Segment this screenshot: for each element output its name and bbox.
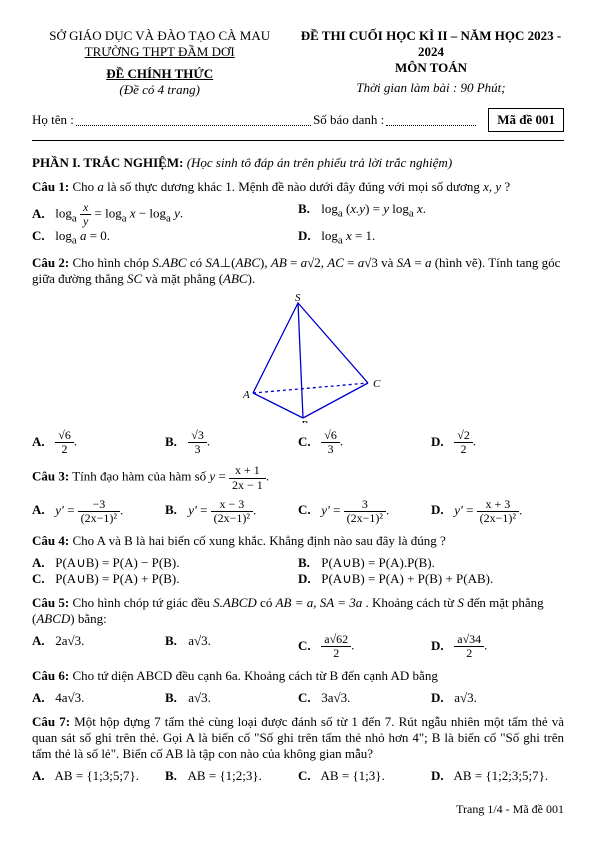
id-label: Số báo danh :	[313, 112, 384, 128]
q5-t2: có	[260, 595, 276, 610]
q7-label: Câu 7:	[32, 714, 70, 729]
q1-t2: là số thực dương khác 1. Mệnh đề nào dướ…	[107, 179, 483, 194]
part1-note: (Học sinh tô đáp án trên phiếu trả lời t…	[187, 155, 452, 170]
header: SỞ GIÁO DỤC VÀ ĐÀO TẠO CÀ MAU TRƯỜNG THP…	[32, 28, 564, 98]
q4-label: Câu 4:	[32, 533, 69, 548]
question-5: Câu 5: Cho hình chóp tứ giác đều S.ABCD …	[32, 595, 564, 627]
q7-A: AB = {1;3;5;7}.	[55, 768, 139, 783]
q7-D: AB = {1;2;3;5;7}.	[454, 768, 549, 783]
separator	[32, 140, 564, 141]
q6-C: 3a√3.	[321, 690, 350, 705]
q5-t1: Cho hình chóp tứ giác đều	[72, 595, 213, 610]
q2-t1: Cho hình chóp	[72, 255, 152, 270]
q3-label: Câu 3:	[32, 469, 69, 484]
q2-t2: có	[190, 255, 206, 270]
question-1: Câu 1: Cho a là số thực dương khác 1. Mệ…	[32, 179, 564, 195]
q6-D: a√3.	[454, 690, 477, 705]
svg-text:B: B	[301, 419, 308, 423]
subject: MÔN TOÁN	[298, 60, 564, 76]
school: TRƯỜNG THPT ĐẦM DƠI	[32, 44, 287, 60]
q5-t4: đến mặt phẳng	[467, 595, 544, 610]
q5-t5: bằng:	[75, 611, 107, 626]
part1-label: PHẦN I. TRẮC NGHIỆM:	[32, 155, 183, 170]
name-field	[76, 115, 311, 126]
question-7: Câu 7: Một hộp đựng 7 tấm thẻ cùng loại …	[32, 714, 564, 762]
question-6: Câu 6: Cho tứ diện ABCD đều cạnh 6a. Kho…	[32, 668, 564, 684]
q7-B: AB = {1;2;3}.	[188, 768, 262, 783]
q5-B: a√3.	[188, 633, 211, 648]
q4-A: P(A∪B) = P(A) − P(B).	[55, 555, 179, 570]
question-2: Câu 2: Cho hình chóp S.ABC có SA⊥(ABC), …	[32, 255, 564, 287]
q5-label: Câu 5:	[32, 595, 69, 610]
q3-text: Tính đạo hàm của hàm số	[72, 469, 209, 484]
name-label: Họ tên :	[32, 112, 74, 128]
q4-C: P(A∪B) = P(A) + P(B).	[55, 571, 179, 586]
official: ĐỀ CHÍNH THỨC	[32, 66, 287, 82]
q7-options: A. AB = {1;3;5;7}. B. AB = {1;2;3}. C. A…	[32, 768, 564, 784]
svg-text:C: C	[373, 378, 381, 390]
exam-code: Mã đề 001	[488, 108, 564, 132]
figure-pyramid: S A C B	[203, 293, 393, 423]
q2-t3: và	[381, 255, 397, 270]
q1-options: A. loga xy = loga x − loga y. B. loga (x…	[32, 201, 564, 247]
q5-options: A. 2a√3. B. a√3. C. a√622. D. a√342.	[32, 633, 564, 660]
svg-text:S: S	[295, 293, 301, 304]
exam-title: ĐỀ THI CUỐI HỌC KÌ II – NĂM HỌC 2023 - 2…	[298, 28, 564, 60]
id-field	[386, 115, 476, 126]
q6-A: 4a√3.	[55, 690, 84, 705]
info-row: Họ tên : Số báo danh : Mã đề 001	[32, 108, 564, 132]
q5-t3: . Khoảng cách từ	[365, 595, 457, 610]
question-4: Câu 4: Cho A và B là hai biến cố xung kh…	[32, 533, 564, 549]
footer: Trang 1/4 - Mã đề 001	[32, 802, 564, 817]
pages: (Đề có 4 trang)	[32, 82, 287, 98]
q4-D: P(A∪B) = P(A) + P(B) + P(AB).	[321, 571, 493, 586]
dept: SỞ GIÁO DỤC VÀ ĐÀO TẠO CÀ MAU	[32, 28, 287, 44]
q2-label: Câu 2:	[32, 255, 69, 270]
q6-label: Câu 6:	[32, 668, 69, 683]
q2-t5: và mặt phẳng	[145, 271, 218, 286]
q4-B: P(A∪B) = P(A).P(B).	[321, 555, 435, 570]
q2-options: A. √62. B. √33. C. √63. D. √22.	[32, 429, 564, 456]
q4-options: A. P(A∪B) = P(A) − P(B). B. P(A∪B) = P(A…	[32, 555, 564, 587]
q7-C: AB = {1;3}.	[321, 768, 385, 783]
header-right: ĐỀ THI CUỐI HỌC KÌ II – NĂM HỌC 2023 - 2…	[298, 28, 564, 98]
q5-A: 2a√3.	[55, 633, 84, 648]
q1-t1: Cho	[72, 179, 97, 194]
question-3: Câu 3: Tính đạo hàm của hàm số y = x + 1…	[32, 464, 564, 491]
part1-title: PHẦN I. TRẮC NGHIỆM: (Học sinh tô đáp án…	[32, 155, 564, 171]
q6-options: A. 4a√3. B. a√3. C. 3a√3. D. a√3.	[32, 690, 564, 706]
q6-B: a√3.	[188, 690, 211, 705]
time: Thời gian làm bài : 90 Phút;	[298, 80, 564, 96]
q4-text: Cho A và B là hai biến cố xung khắc. Khẳ…	[72, 533, 445, 548]
q7-text: Một hộp đựng 7 tấm thẻ cùng loại được đá…	[32, 714, 564, 761]
q3-options: A. y' = −3(2x−1)². B. y' = x − 3(2x−1)².…	[32, 498, 564, 525]
q6-text: Cho tứ diện ABCD đều cạnh 6a. Khoảng các…	[72, 668, 437, 683]
header-left: SỞ GIÁO DỤC VÀ ĐÀO TẠO CÀ MAU TRƯỜNG THP…	[32, 28, 287, 98]
q1-t3: ?	[504, 179, 510, 194]
svg-text:A: A	[242, 389, 250, 401]
q1-label: Câu 1:	[32, 179, 69, 194]
